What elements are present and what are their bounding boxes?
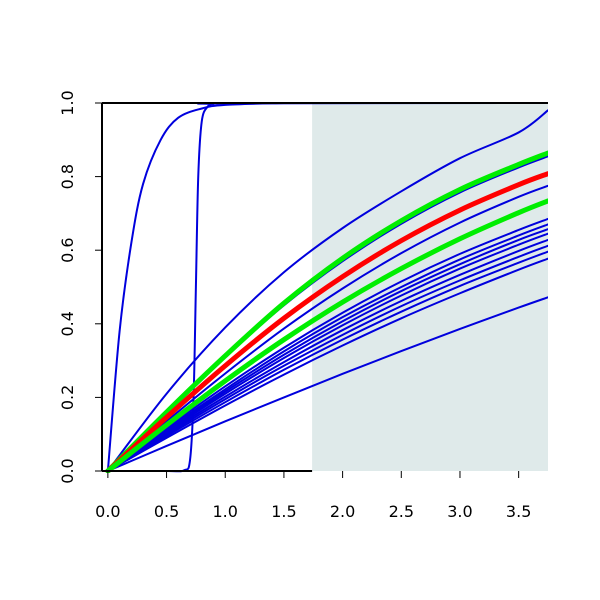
series-line-blue-2: [106, 109, 548, 472]
y-tick-label: 1.0: [58, 90, 77, 115]
series-line-green-16: [105, 198, 548, 473]
series-line-blue-11: [106, 250, 548, 472]
series-line-blue-4: [106, 184, 548, 472]
x-tick-label: 2.5: [389, 502, 414, 521]
y-tick-label: 0.6: [58, 237, 77, 262]
series-line-blue-12: [106, 257, 548, 472]
series-group: [105, 102, 548, 473]
series-line-blue-10: [106, 244, 548, 472]
y-tick-label: 0.0: [58, 458, 77, 483]
x-tick-label: 3.5: [506, 502, 531, 521]
series-line-blue-9: [106, 238, 548, 472]
x-tick-label: 2.0: [330, 502, 355, 521]
axes-layer: 0.0 0.2 0.4 0.6 0.8 1.0 0.0 0.5 1.0 1.5 2.0 2.5 3.0 3…: [58, 90, 548, 521]
y-tick-label: 0.4: [58, 311, 77, 336]
y-tick-label: 0.8: [58, 164, 77, 189]
x-tick-label: 1.0: [213, 502, 238, 521]
series-line-blue-6: [106, 223, 548, 472]
series-line-blue-0: [106, 102, 285, 472]
series-line-blue-7: [106, 228, 548, 472]
series-layer: [105, 102, 548, 473]
series-line-red-15: [105, 171, 548, 473]
x-tick-label: 0.0: [95, 502, 120, 521]
series-line-blue-8: [106, 232, 548, 472]
series-line-blue-5: [106, 217, 548, 472]
x-tick-label: 0.5: [154, 502, 179, 521]
x-tick-label: 3.0: [447, 502, 472, 521]
x-tick-label: 1.5: [271, 502, 296, 521]
series-line-green-14: [105, 150, 548, 473]
y-tick-label: 0.2: [58, 385, 77, 410]
series-line-blue-13: [106, 296, 548, 472]
